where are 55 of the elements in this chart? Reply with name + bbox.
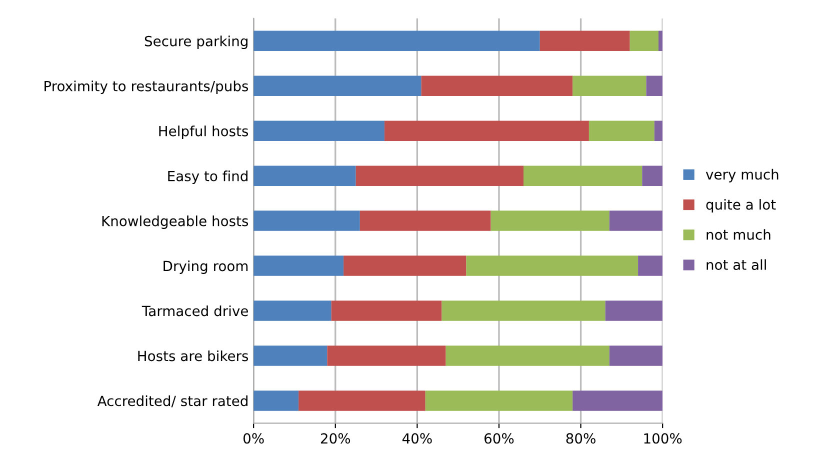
- bar: [638, 256, 663, 276]
- legend-label: not at all: [706, 259, 766, 270]
- bar: [254, 256, 344, 276]
- legend-label: very much: [706, 168, 778, 182]
- bar: [490, 210, 610, 231]
- bar: [254, 390, 299, 411]
- y-tick-label: Secure parking: [144, 36, 248, 50]
- bar: [360, 210, 491, 231]
- legend-label: quite a lot: [706, 199, 776, 212]
- y-tick-label: Knowledgeable hosts: [102, 216, 248, 229]
- bar: [572, 76, 646, 96]
- bar: [425, 390, 573, 411]
- bar: [609, 210, 663, 231]
- legend-label: not much: [706, 229, 770, 240]
- bar: [254, 166, 356, 186]
- x-tick-label: 0%: [243, 433, 264, 444]
- bar: [630, 30, 658, 52]
- bar: [356, 166, 524, 186]
- bar: [254, 76, 422, 96]
- bar: [344, 256, 466, 276]
- x-tick-label: 60%: [484, 433, 514, 444]
- bar: [605, 300, 663, 321]
- x-tick-label: 20%: [320, 433, 350, 444]
- y-tick-label: Proximity to restaurants/pubs: [44, 80, 248, 94]
- bar: [298, 390, 426, 411]
- bar: [588, 120, 654, 141]
- bar: [254, 210, 360, 231]
- bar: [331, 300, 442, 321]
- bar: [524, 166, 642, 186]
- x-tick-label: 100%: [644, 433, 682, 444]
- y-tick-label: Tarmaced drive: [142, 305, 248, 316]
- bar: [384, 120, 589, 141]
- bar: [609, 346, 663, 366]
- bar: [658, 30, 663, 52]
- bar: [254, 30, 540, 52]
- y-tick-label: Accredited/ star rated: [97, 395, 248, 408]
- bar: [254, 300, 332, 321]
- bar: [646, 76, 663, 96]
- bar: [654, 120, 663, 141]
- bar: [466, 256, 638, 276]
- y-tick-label: Helpful hosts: [159, 126, 248, 140]
- y-tick-label: Drying room: [164, 260, 248, 274]
- y-tick-label: Easy to find: [168, 170, 248, 184]
- bar: [421, 76, 573, 96]
- bar: [254, 120, 384, 141]
- bar: [540, 30, 630, 52]
- bar: [327, 346, 446, 366]
- y-tick-label: Hosts are bikers: [138, 350, 248, 362]
- bar: [642, 166, 663, 186]
- bar: [254, 346, 328, 366]
- bar: [442, 300, 606, 321]
- x-tick-label: 80%: [566, 433, 596, 444]
- x-tick-label: 40%: [402, 433, 432, 444]
- bar: [446, 346, 610, 366]
- bar: [572, 390, 663, 411]
